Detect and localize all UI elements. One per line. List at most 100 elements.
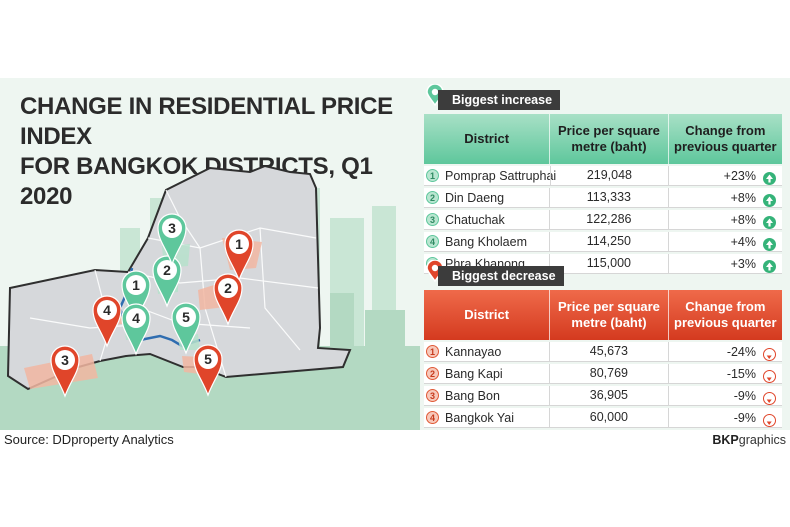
table-row: 1 Kannayao 45,673 -24% <box>424 342 782 362</box>
decrease-tag: Biggest decrease <box>424 260 782 288</box>
bangkok-district-map: 1 2 3 4 5 1 2 3 4 5 <box>6 164 352 398</box>
header-price: Price per square metre (baht) <box>550 290 669 340</box>
arrow-up-icon <box>763 171 776 185</box>
rank-badge: 2 <box>426 191 439 204</box>
decrease-title: Biggest decrease <box>438 266 564 286</box>
map-pin-decrease-4: 4 <box>92 295 122 348</box>
district-cell: 4 Bang Kholaem <box>424 235 549 249</box>
map-pin-label: 5 <box>182 309 190 325</box>
map-pin-label: 3 <box>168 220 176 236</box>
arrow-up-icon <box>763 237 776 251</box>
district-name: Bang Kapi <box>445 366 503 381</box>
arrow-up-icon <box>763 215 776 229</box>
change-value: -9% <box>733 410 756 425</box>
map-pin-label: 2 <box>224 280 232 296</box>
increase-rows: 1 Pomprap Sattruphai 219,048 +23% 2 Din Daeng… <box>424 166 782 274</box>
map-pin-label: 2 <box>163 262 171 278</box>
rank-badge: 1 <box>426 345 439 358</box>
header-change: Change from previous quarter <box>674 299 777 330</box>
change-value: +3% <box>730 256 756 271</box>
increase-title: Biggest increase <box>438 90 561 110</box>
table-row: 4 Bang Kholaem 114,250 +4% <box>424 232 782 252</box>
price-cell: 115,000 <box>549 254 669 273</box>
infographic-panel: CHANGE IN RESIDENTIAL PRICE INDEX FOR BA… <box>0 78 790 430</box>
change-cell: -9% <box>669 389 782 405</box>
change-value: +8% <box>730 190 756 205</box>
arrow-down-icon <box>763 347 776 361</box>
change-value: -24% <box>726 344 756 359</box>
header-district: District <box>424 114 551 164</box>
price-cell: 219,048 <box>550 166 669 185</box>
map-pin-increase-4: 4 <box>121 303 151 356</box>
district-name: Bang Kholaem <box>445 234 528 249</box>
change-cell: -9% <box>669 410 782 427</box>
rank-badge: 4 <box>426 235 439 248</box>
rank-badge: 2 <box>426 367 439 380</box>
district-name: Kannayao <box>445 344 502 359</box>
decrease-table-header: District Price per square metre (baht) C… <box>424 290 782 340</box>
price-cell: 80,769 <box>549 364 669 383</box>
increase-table-header: District Price per square metre (baht) C… <box>424 114 782 164</box>
table-row: 2 Din Daeng 113,333 +8% <box>424 188 782 208</box>
change-cell: +23% <box>669 168 782 185</box>
arrow-down-icon <box>763 391 776 405</box>
map-pin-decrease-3: 3 <box>50 345 80 398</box>
change-value: +4% <box>730 234 756 249</box>
change-cell: +4% <box>669 234 782 251</box>
district-cell: 2 Din Daeng <box>424 191 549 205</box>
table-row: 2 Bang Kapi 80,769 -15% <box>424 364 782 384</box>
map-pin-increase-1: 1 <box>121 270 151 323</box>
map-pin-decrease-2: 2 <box>213 273 243 326</box>
district-name: Chatuchak <box>445 212 505 227</box>
district-cell: 2 Bang Kapi <box>424 367 549 381</box>
arrow-down-icon <box>763 413 776 427</box>
map-markers: 1 2 3 4 5 1 2 3 4 5 <box>50 213 254 398</box>
price-cell: 36,905 <box>549 386 669 405</box>
district-name: Bangkok Yai <box>445 410 515 425</box>
district-cell: 1 Pomprap Sattruphai <box>424 169 556 183</box>
change-cell: -24% <box>669 344 782 361</box>
increase-tag: Biggest increase <box>424 84 782 112</box>
map-pin-increase-5: 5 <box>171 302 201 355</box>
arrow-down-icon <box>763 369 776 383</box>
map-pin-decrease-5: 5 <box>193 344 223 397</box>
price-cell: 122,286 <box>549 210 669 229</box>
district-cell: 1 Kannayao <box>424 345 549 359</box>
map-pin-label: 1 <box>235 236 243 252</box>
rank-badge: 1 <box>426 169 439 182</box>
rank-badge: 4 <box>426 411 439 424</box>
source-note: Source: DDproperty Analytics <box>4 432 174 447</box>
rank-badge: 3 <box>426 213 439 226</box>
change-value: +23% <box>723 168 756 183</box>
district-cell: 3 Chatuchak <box>424 213 549 227</box>
table-row: 3 Bang Bon 36,905 -9% <box>424 386 782 406</box>
header-change: Change from previous quarter <box>674 123 777 154</box>
district-name: Bang Bon <box>445 388 500 403</box>
change-value: +8% <box>730 212 756 227</box>
district-cell: 3 Bang Bon <box>424 389 549 403</box>
decrease-rows: 1 Kannayao 45,673 -24% 2 Bang Kapi 80,769 -15% 3… <box>424 342 782 430</box>
change-cell: +3% <box>669 256 782 273</box>
table-row: 3 Chatuchak 122,286 +8% <box>424 210 782 230</box>
map-pin-decrease-1: 1 <box>224 229 254 282</box>
arrow-up-icon <box>763 259 776 273</box>
infographic: CHANGE IN RESIDENTIAL PRICE INDEX FOR BA… <box>0 78 790 448</box>
map-pin-label: 4 <box>132 310 140 326</box>
table-row: 1 Pomprap Sattruphai 219,048 +23% <box>424 166 782 186</box>
header-district: District <box>424 290 551 340</box>
graphics-credit: BKPgraphics <box>712 433 786 447</box>
price-cell: 45,673 <box>549 342 669 361</box>
header-price: Price per square metre (baht) <box>550 114 669 164</box>
decrease-section: Biggest decrease District Price per squa… <box>424 260 782 430</box>
change-cell: +8% <box>669 212 782 229</box>
change-cell: +8% <box>669 190 782 207</box>
title-line-1: CHANGE IN RESIDENTIAL PRICE INDEX <box>20 93 393 150</box>
map-pin-increase-3: 3 <box>157 213 187 266</box>
arrow-up-icon <box>763 193 776 207</box>
district-name: Din Daeng <box>445 190 505 205</box>
district-name: Pomprap Sattruphai <box>445 168 557 183</box>
change-value: -15% <box>726 366 756 381</box>
increase-section: Biggest increase District Price per squa… <box>424 84 782 274</box>
change-cell: -15% <box>669 366 782 383</box>
map-pin-label: 4 <box>103 302 111 318</box>
